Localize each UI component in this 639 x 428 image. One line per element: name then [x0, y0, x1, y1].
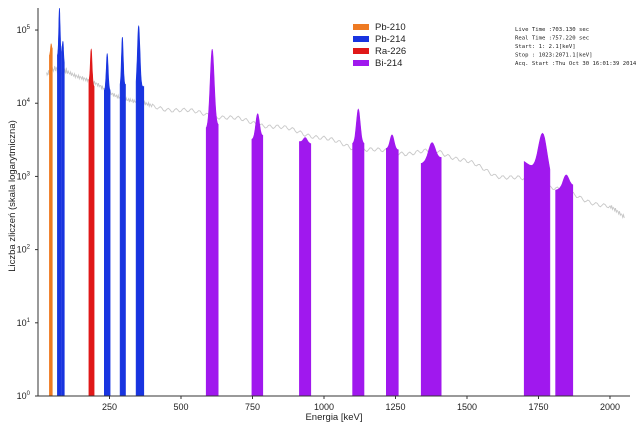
x-tick-label: 1500	[457, 402, 477, 412]
info-line: Real Time :757.220 sec	[515, 36, 589, 42]
legend-label: Pb-210	[375, 22, 406, 33]
legend-label: Ra-226	[375, 46, 406, 57]
peak-bi-214	[251, 113, 264, 397]
y-axis-title: Liczba zliczeń (skala logarytmiczna)	[7, 120, 18, 272]
peak-bi-214	[386, 134, 399, 397]
peak-bi-214	[299, 137, 312, 397]
peak-bi-214	[352, 108, 365, 397]
x-tick-label: 2000	[600, 402, 620, 412]
peak-pb-214	[104, 53, 111, 397]
y-tick-label: 101	[17, 318, 31, 328]
peak-pb-214	[135, 25, 145, 397]
y-ticks: 100 101 102 103 104 105	[17, 25, 38, 401]
peak-bi-214	[523, 132, 551, 397]
legend-swatch	[353, 24, 369, 30]
peak-ra-226	[88, 48, 95, 397]
peaks-layer	[49, 7, 574, 397]
x-ticks: 250 500 750 1000 1250 1500 1750 2000	[102, 396, 620, 412]
legend-swatch	[353, 36, 369, 42]
background-spectrum-layer	[46, 65, 625, 220]
peak-bi-214	[420, 142, 442, 397]
peak-bi-214	[555, 174, 574, 397]
x-tick-label: 750	[245, 402, 260, 412]
info-line: Live Time :703.130 sec	[515, 27, 589, 33]
peak-pb-214	[61, 40, 65, 397]
y-tick-label: 104	[17, 98, 31, 108]
acquisition-info: Live Time :703.130 sec Real Time :757.220…	[515, 27, 637, 67]
legend-label: Pb-214	[375, 34, 406, 45]
background-spectrum-line	[46, 65, 625, 220]
peak-pb-210	[49, 43, 53, 397]
x-axis-title: Energia [keV]	[305, 412, 362, 423]
legend-swatch	[353, 48, 369, 54]
x-tick-label: 500	[173, 402, 188, 412]
y-tick-label: 102	[17, 245, 31, 255]
legend-swatch	[353, 60, 369, 66]
x-tick-label: 1250	[385, 402, 405, 412]
y-tick-label: 105	[17, 25, 31, 35]
info-line: Start: 1: 2.1[keV]	[515, 44, 576, 50]
x-tick-label: 250	[102, 402, 117, 412]
x-tick-label: 1750	[528, 402, 548, 412]
axes-layer	[37, 8, 630, 397]
info-line: Stop : 1023:2071.1[keV]	[515, 53, 592, 59]
x-tick-label: 1000	[314, 402, 334, 412]
peak-pb-214	[119, 37, 126, 397]
info-line: Acq. Start :Thu Oct 30 16:01:39 2014	[515, 61, 637, 67]
y-tick-label: 100	[17, 391, 31, 401]
y-tick-label: 103	[17, 171, 31, 181]
peak-pb-214	[57, 7, 62, 397]
legend-label: Bi-214	[375, 58, 402, 69]
peak-bi-214	[205, 48, 219, 397]
